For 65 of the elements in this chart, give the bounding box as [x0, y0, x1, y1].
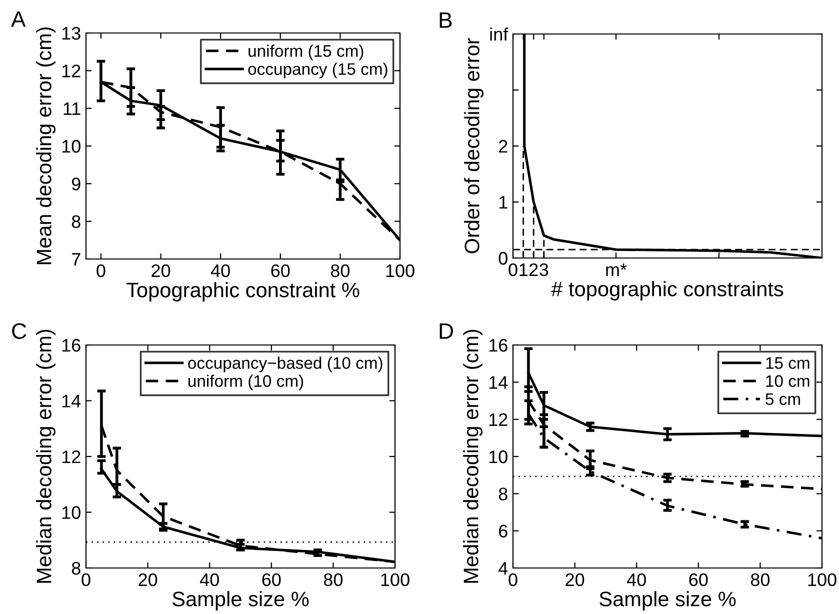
- x-tick-label: 0: [508, 263, 518, 276]
- y-tick-label: 12: [62, 450, 80, 464]
- y-tick-label: 10: [62, 140, 80, 153]
- x-tick-label: 40: [210, 264, 230, 278]
- y-axis-title: Order of decoding error: [464, 38, 484, 254]
- chart-title: A: [11, 11, 26, 27]
- x-axis-title: Sample size %: [172, 591, 309, 610]
- y-tick-label: 8: [72, 562, 80, 575]
- y-tick-label: 6: [499, 524, 508, 538]
- x-tick-label: 20: [138, 573, 158, 586]
- x-tick-label: 100: [381, 573, 410, 586]
- y-tick-label: 10: [489, 450, 508, 464]
- x-tick-label: 60: [262, 573, 281, 586]
- legend-label: occupancy−based (10 cm): [188, 356, 382, 372]
- legend-label: 10 cm: [766, 375, 810, 387]
- x-tick-label: 60: [271, 264, 290, 278]
- legend-label: 15 cm: [766, 357, 810, 369]
- x-tick-label: 100: [386, 264, 414, 278]
- y-tick-label: 16: [62, 338, 80, 352]
- y-tick-label: 11: [64, 102, 80, 115]
- y-tick-label: 2: [499, 140, 508, 153]
- x-tick-label: 0: [508, 573, 518, 586]
- x-axis-title: # topographic constraints: [551, 281, 784, 300]
- y-axis-title: Median decoding error (cm): [36, 330, 56, 583]
- y-axis-title: Median decoding error (cm): [463, 330, 482, 583]
- y-tick-label: 10: [62, 506, 80, 519]
- x-tick-label: 20: [566, 573, 584, 586]
- y-tick-label: 7: [72, 253, 80, 266]
- x-tick-label: 0: [96, 264, 106, 278]
- legend-label: occupancy (15 cm): [248, 62, 388, 78]
- x-tick-label: 100: [808, 573, 836, 586]
- legend-label: uniform (15 cm): [248, 44, 364, 60]
- x-tick-label: 20: [152, 264, 170, 278]
- y-tick-label: 8: [72, 215, 80, 228]
- x-axis-title: Sample size %: [600, 591, 736, 610]
- y-axis-title: Mean decoding error (cm): [36, 27, 56, 264]
- x-tick-label: 40: [200, 573, 219, 586]
- legend-label: 5 cm: [766, 393, 800, 405]
- x-tick-label: 80: [750, 573, 770, 586]
- y-tick-label: 9: [72, 178, 80, 190]
- x-tick-label: 80: [324, 573, 343, 586]
- y-tick-label: inf: [490, 27, 508, 41]
- chart-title: C: [12, 323, 26, 339]
- legend-label: uniform (10 cm): [188, 374, 304, 390]
- x-tick-label: 2: [529, 263, 538, 276]
- y-tick-label: 16: [489, 338, 508, 352]
- x-tick-label: m*: [606, 264, 627, 276]
- x-tick-label: 80: [330, 264, 350, 278]
- y-tick-label: 13: [62, 26, 80, 40]
- y-tick-label: 8: [498, 488, 508, 500]
- y-tick-label: 0: [498, 252, 508, 265]
- y-tick-label: 1: [499, 196, 508, 209]
- x-tick-label: 0: [82, 573, 90, 586]
- y-tick-label: 14: [489, 376, 508, 389]
- chart-title: D: [440, 323, 453, 339]
- x-axis-title: Topographic constraint %: [126, 282, 360, 302]
- x-tick-label: 3: [540, 263, 548, 276]
- x-tick-label: 60: [689, 573, 708, 586]
- y-tick-label: 12: [489, 413, 508, 426]
- y-tick-label: 12: [62, 64, 80, 78]
- x-tick-label: 40: [626, 573, 646, 586]
- chart-title: B: [440, 12, 452, 28]
- y-tick-label: 14: [62, 394, 81, 408]
- y-tick-label: 4: [498, 562, 508, 575]
- x-tick-label: 1: [520, 264, 528, 276]
